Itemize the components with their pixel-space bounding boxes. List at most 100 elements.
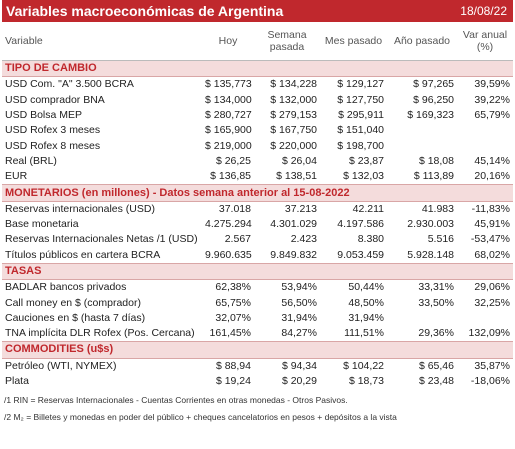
- data-row: Petróleo (WTI, NYMEX) $ 88,94 $ 94,34 $ 104…: [2, 358, 513, 374]
- cell: 4.275.294: [205, 218, 252, 231]
- cell: $ 165,900: [205, 124, 252, 137]
- cell: $ 97,265: [413, 78, 454, 91]
- cell: [387, 138, 457, 153]
- section-row: MONETARIOS (en millones) - Datos semana …: [2, 184, 513, 202]
- cell: $ 132,03: [343, 170, 384, 183]
- header-row: Variable Hoy Semana pasada Mes pasado Año pa…: [2, 22, 513, 61]
- cell: 41.983: [421, 202, 454, 215]
- section-title: TASAS: [2, 262, 513, 281]
- cell: $ 132,000: [270, 93, 317, 106]
- cell: 37.018: [218, 202, 251, 215]
- cell: 68,02%: [474, 248, 510, 261]
- cell: $ 23,48: [418, 375, 454, 388]
- row-label: USD Rofex 8 meses: [5, 139, 101, 152]
- section-row: COMMODITIES (u$s): [2, 341, 513, 359]
- cell: 33,50%: [418, 296, 454, 309]
- cell: 8.380: [357, 233, 384, 246]
- row-label: USD Rofex 3 meses: [5, 124, 101, 137]
- cell: -53,47%: [470, 233, 510, 246]
- data-row: TNA implícita DLR Rofex (Pos. Cercana) 16…: [2, 326, 513, 342]
- cell: 65,75%: [215, 296, 251, 309]
- data-row: Cauciones en $ (hasta 7 días) 32,07% 31,94…: [2, 311, 513, 326]
- cell: $ 138,51: [276, 170, 317, 183]
- column-header: Variable: [2, 22, 202, 61]
- cell: $ 18,73: [348, 375, 384, 388]
- data-row: Real (BRL) $ 26,25 $ 26,04 $ 23,87 $ 18,08 45…: [2, 154, 513, 169]
- cell: -11,83%: [471, 202, 510, 215]
- section-title: MONETARIOS (en millones) - Datos semana …: [2, 184, 513, 202]
- cell: 29,36%: [418, 327, 454, 340]
- cell: $ 104,22: [343, 359, 384, 372]
- cell: 2.423: [290, 233, 317, 246]
- row-label: Reservas internacionales (USD): [5, 202, 155, 215]
- cell: $ 65,46: [418, 359, 454, 372]
- cell: $ 198,700: [337, 139, 384, 152]
- cell: $ 219,000: [205, 139, 252, 152]
- row-label: BADLAR bancos privados: [5, 281, 127, 294]
- data-row: USD Bolsa MEP $ 280,727 $ 279,153 $ 295,911…: [2, 108, 513, 123]
- cell: 9.053.459: [337, 248, 384, 261]
- cell: $ 167,750: [270, 124, 317, 137]
- data-row: EUR $ 136,85 $ 138,51 $ 132,03 $ 113,89 20,16…: [2, 169, 513, 185]
- cell: 39,59%: [474, 78, 510, 91]
- cell: 9.960.635: [205, 248, 252, 261]
- row-label: TNA implícita DLR Rofex (Pos. Cercana): [5, 327, 195, 340]
- data-row: Plata $ 19,24 $ 20,29 $ 18,73 $ 23,48 -18,06%: [2, 374, 513, 389]
- cell: $ 151,040: [337, 124, 384, 137]
- data-row: Base monetaria 4.275.294 4.301.029 4.197.58…: [2, 217, 513, 232]
- cell: 56,50%: [281, 296, 317, 309]
- data-row: Reservas internacionales (USD) 37.018 37.2…: [2, 201, 513, 217]
- cell: 33,31%: [418, 281, 454, 294]
- cell: $ 88,94: [215, 359, 251, 372]
- data-row: Títulos públicos en cartera BCRA 9.960.63…: [2, 248, 513, 264]
- cell: $ 135,773: [205, 78, 252, 91]
- data-row: Call money en $ (comprador) 65,75% 56,50% 4…: [2, 295, 513, 310]
- row-label: Reservas Internacionales Netas /1 (USD): [5, 233, 198, 246]
- row-label: Petróleo (WTI, NYMEX): [5, 359, 117, 372]
- cell: 45,91%: [474, 218, 510, 231]
- cell: 42.211: [352, 202, 384, 215]
- cell: $ 127,750: [337, 93, 384, 106]
- section-row: TIPO DE CAMBIO: [2, 59, 513, 78]
- cell: 29,06%: [474, 281, 510, 294]
- cell: 111,51%: [344, 327, 384, 340]
- cell: $ 26,04: [281, 154, 317, 167]
- cell: 2.567: [224, 233, 251, 246]
- cell: [457, 311, 513, 326]
- cell: 31,94%: [348, 311, 384, 324]
- cell: 20,16%: [474, 170, 510, 183]
- row-label: Títulos públicos en cartera BCRA: [5, 248, 161, 261]
- column-header: Var anual (%): [457, 22, 513, 61]
- cell: $ 113,89: [413, 170, 454, 183]
- cell: 5.928.148: [407, 248, 454, 261]
- cell: $ 169,323: [407, 109, 454, 122]
- row-label: Real (BRL): [5, 154, 57, 167]
- page: Variables macroeconómicas de Argentina 1…: [2, 0, 513, 426]
- cell: $ 134,228: [270, 78, 317, 91]
- cell: $ 94,34: [281, 359, 317, 372]
- data-table: Variable Hoy Semana pasada Mes pasado Año pa…: [2, 22, 513, 389]
- row-label: Base monetaria: [5, 218, 79, 231]
- cell: 37.213: [284, 202, 317, 215]
- cell: 62,38%: [215, 281, 251, 294]
- cell: $ 295,911: [338, 109, 384, 122]
- cell: $ 220,000: [270, 139, 317, 152]
- cell: 161,45%: [209, 327, 251, 340]
- cell: $ 19,24: [215, 375, 251, 388]
- section-row: TASAS: [2, 262, 513, 281]
- cell: 5.516: [427, 233, 454, 246]
- cell: $ 26,25: [215, 154, 251, 167]
- row-label: Plata: [5, 375, 29, 388]
- cell: 39,22%: [474, 93, 510, 106]
- section-title: COMMODITIES (u$s): [2, 341, 513, 359]
- row-label: EUR: [5, 170, 28, 183]
- date: 18/08/22: [460, 4, 507, 18]
- section-title: TIPO DE CAMBIO: [2, 59, 513, 78]
- cell: 50,44%: [348, 281, 384, 294]
- cell: $ 96,250: [413, 93, 454, 106]
- cell: 4.301.029: [270, 218, 317, 231]
- cell: 48,50%: [348, 296, 384, 309]
- row-label: Call money en $ (comprador): [5, 296, 141, 309]
- cell: $ 129,127: [337, 78, 384, 91]
- row-label: USD Com. "A" 3.500 BCRA: [5, 78, 134, 91]
